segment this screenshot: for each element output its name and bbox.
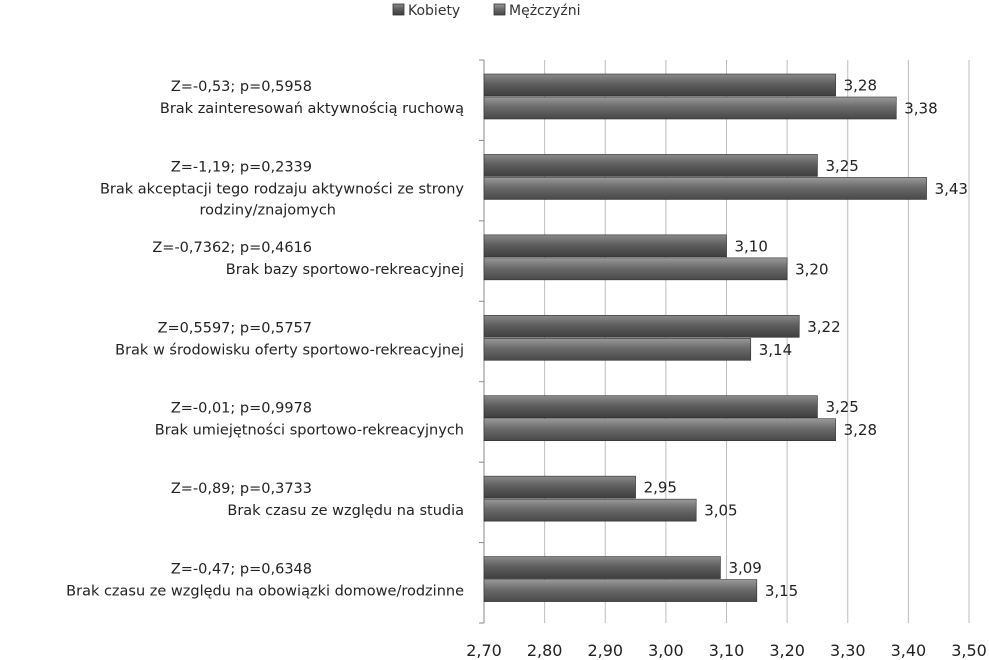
data-label: 3,22 <box>807 318 840 336</box>
category-label: Brak czasu ze względu na obowiązki domow… <box>66 584 464 600</box>
data-label: 3,25 <box>825 157 858 175</box>
bar-mezczyzni <box>483 257 788 281</box>
category-labels: Z=-0,53; p=0,5958 Brak zainteresowań akty… <box>66 79 464 600</box>
category-label: Brak bazy sportowo-rekreacyjnej <box>226 262 464 278</box>
data-label: 3,10 <box>735 237 768 255</box>
x-tick-label: 3,00 <box>648 641 684 660</box>
legend-swatch-mezczyzni <box>493 3 506 16</box>
category-label: Brak zainteresowań aktywnością ruchową <box>160 101 464 117</box>
axes <box>479 59 485 624</box>
x-tick-label: 3,40 <box>891 641 927 660</box>
bar-mezczyzni <box>483 579 758 602</box>
data-label: 3,09 <box>728 559 761 577</box>
category-label: Brak umiejętności sportowo-rekreacyjnych <box>155 423 464 439</box>
category-label: Brak akceptacji tego rodzaju aktywności … <box>100 181 464 197</box>
bar-kobiety <box>483 234 727 258</box>
bar-kobiety <box>483 556 721 579</box>
bar-mezczyzni <box>483 337 752 361</box>
category-label: Brak w środowisku oferty sportowo-rekrea… <box>115 342 464 358</box>
category-label: rodziny/znajomych <box>200 202 336 218</box>
x-tick-label: 2,70 <box>466 641 502 660</box>
bar-mezczyzni <box>483 96 897 120</box>
data-label: 3,20 <box>795 260 828 278</box>
x-tick-label: 2,80 <box>527 641 563 660</box>
x-tick-label: 3,20 <box>769 641 805 660</box>
x-tick-label: 3,10 <box>709 641 745 660</box>
legend-label-mezczyzni: Mężczyźni <box>509 3 580 19</box>
category-stat: Z=-0,47; p=0,6348 <box>171 562 312 578</box>
data-label: 3,14 <box>759 341 792 359</box>
bar-mezczyzni <box>483 498 697 522</box>
data-label: 2,95 <box>644 479 677 497</box>
bar-mezczyzni <box>483 418 836 442</box>
bars: 3,28 3,38 3,25 3,43 3,10 3,20 3,22 3,14 3,25 3,28… <box>483 73 968 602</box>
data-label: 3,43 <box>935 180 968 198</box>
category-stat: Z=-0,89; p=0,3733 <box>171 481 312 497</box>
category-stat: Z=-0,01; p=0,9978 <box>171 401 312 417</box>
bar-kobiety <box>483 154 818 177</box>
x-tick-label: 3,30 <box>830 641 866 660</box>
data-label: 3,28 <box>844 77 877 95</box>
x-tick-label: 3,50 <box>951 641 987 660</box>
category-stat: Z=0,5597; p=0,5757 <box>158 320 312 336</box>
data-label: 3,15 <box>765 582 798 600</box>
legend-label-kobiety: Kobiety <box>408 3 460 19</box>
category-stat: Z=-0,7362; p=0,4616 <box>152 240 312 256</box>
legend: Kobiety Mężczyźni <box>392 3 580 19</box>
bar-kobiety <box>483 73 836 97</box>
category-stat: Z=-0,53; p=0,5958 <box>171 79 312 95</box>
x-tick-label: 2,90 <box>587 641 623 660</box>
data-label: 3,25 <box>825 398 858 416</box>
bar-mezczyzni <box>483 177 927 200</box>
bar-kobiety <box>483 475 636 499</box>
bar-kobiety <box>483 314 800 338</box>
data-label: 3,38 <box>904 100 937 118</box>
bar-kobiety <box>483 395 818 419</box>
x-tick-labels: 2,70 2,80 2,90 3,00 3,10 3,20 3,30 3,40 3,50 <box>466 641 987 660</box>
data-label: 3,28 <box>844 421 877 439</box>
category-label: Brak czasu ze względu na studia <box>227 503 464 519</box>
category-stat: Z=-1,19; p=0,2339 <box>171 159 312 175</box>
data-label: 3,05 <box>704 502 737 520</box>
legend-swatch-kobiety <box>392 3 405 16</box>
